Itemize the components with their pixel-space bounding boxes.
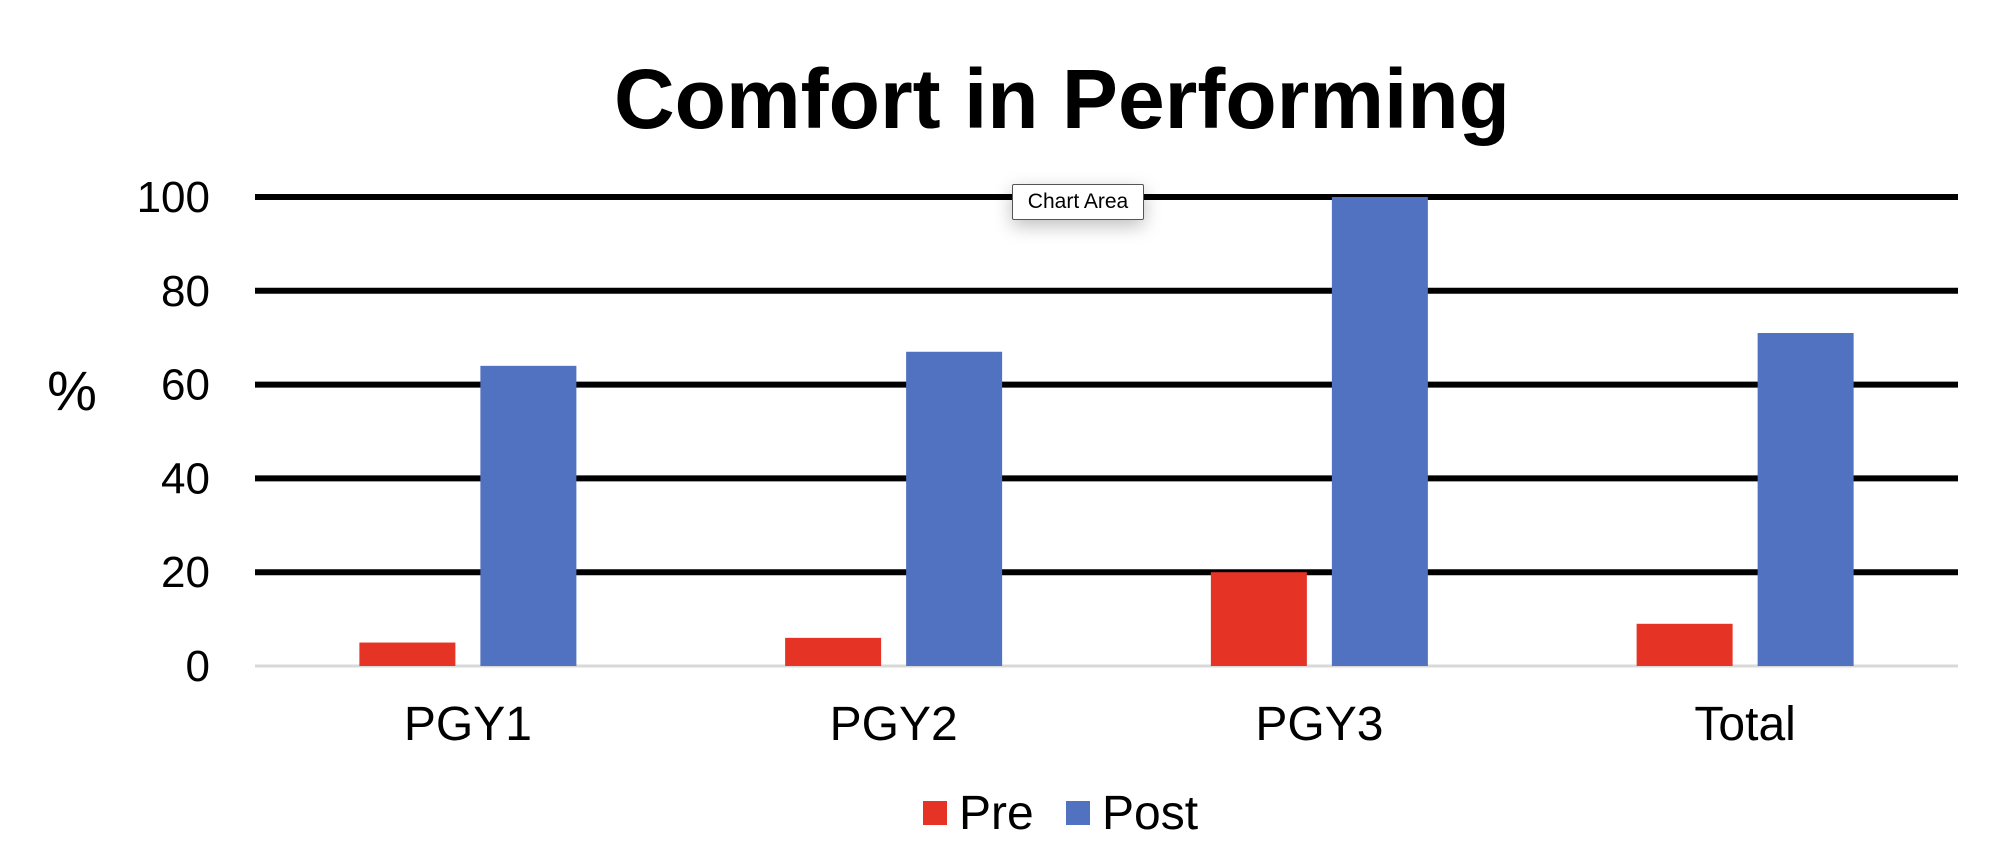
- y-tick-label: 40: [161, 454, 210, 503]
- bar-post-pgy2: [906, 351, 1003, 666]
- x-tick-label: Total: [1694, 698, 1795, 751]
- bar-pre-total: [1636, 623, 1733, 666]
- legend-label: Post: [1102, 787, 1198, 840]
- bar-pre-pgy1: [359, 642, 456, 666]
- y-axis-label: %: [47, 359, 97, 422]
- bars: [359, 197, 1854, 666]
- y-tick-label: 60: [161, 361, 210, 410]
- bar-post-pgy1: [480, 365, 577, 666]
- x-axis-labels: PGY1 PGY2 PGY3 Total: [404, 698, 1796, 751]
- legend-item-post[interactable]: Post: [1066, 787, 1198, 840]
- x-tick-label: PGY3: [1255, 698, 1383, 751]
- bar-pre-pgy3: [1210, 572, 1307, 666]
- bar-post-total: [1757, 333, 1854, 666]
- legend-item-pre[interactable]: Pre: [923, 787, 1034, 840]
- legend-swatch: [923, 801, 947, 825]
- x-tick-label: PGY2: [830, 698, 958, 751]
- bar-pre-pgy2: [785, 637, 882, 666]
- legend-label: Pre: [959, 787, 1034, 840]
- y-tick-label: 0: [186, 642, 210, 691]
- legend[interactable]: Pre Post: [923, 787, 1198, 840]
- x-tick-label: PGY1: [404, 698, 532, 751]
- chart-title: Comfort in Performing: [614, 52, 1510, 146]
- bar-post-pgy3: [1331, 197, 1428, 666]
- chart-area-tooltip: Chart Area: [1012, 184, 1144, 220]
- legend-swatch: [1066, 801, 1090, 825]
- y-tick-label: 100: [137, 173, 210, 222]
- y-tick-label: 80: [161, 267, 210, 316]
- y-tick-label: 20: [161, 548, 210, 597]
- y-axis-ticks: 0 20 40 60 80 100: [137, 173, 210, 691]
